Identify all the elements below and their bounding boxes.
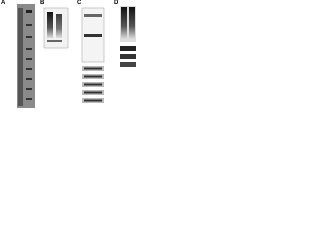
band xyxy=(84,91,102,94)
smear xyxy=(47,12,53,38)
panel-label: A xyxy=(1,0,6,6)
strip xyxy=(120,62,136,67)
band xyxy=(47,40,62,42)
band xyxy=(26,78,32,80)
band xyxy=(26,10,32,13)
band xyxy=(26,36,32,38)
band xyxy=(84,34,102,37)
band xyxy=(84,67,102,70)
panel-label: D xyxy=(114,0,119,6)
strip xyxy=(120,54,136,59)
band xyxy=(26,68,32,70)
panel-label: B xyxy=(40,0,45,6)
band xyxy=(26,88,32,90)
band xyxy=(84,75,102,78)
band xyxy=(84,99,102,102)
smear xyxy=(56,14,62,38)
panel-d: D xyxy=(114,0,136,67)
band xyxy=(26,58,32,60)
band xyxy=(26,98,32,100)
band xyxy=(84,83,102,86)
strip xyxy=(120,46,136,51)
band xyxy=(26,24,32,26)
panel-b: B xyxy=(40,0,69,49)
panel-label: C xyxy=(77,0,82,6)
band xyxy=(26,48,32,50)
lane xyxy=(18,8,23,106)
figure: A B C D xyxy=(0,0,150,109)
smear xyxy=(121,7,127,39)
band xyxy=(84,14,102,17)
smear xyxy=(129,7,135,39)
panel-c: C xyxy=(77,0,105,103)
panel-a: A xyxy=(1,0,35,108)
